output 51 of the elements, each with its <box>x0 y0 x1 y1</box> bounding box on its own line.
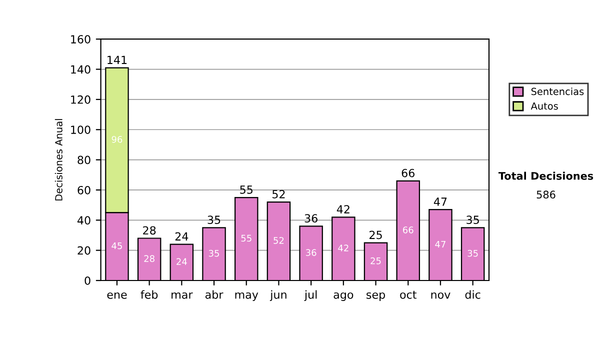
data-label: 45 <box>112 242 122 250</box>
x-tick-label: ago <box>334 292 354 301</box>
y-tick-label: 40 <box>77 216 90 225</box>
x-tick-label: abr <box>205 290 224 299</box>
y-tick-label: 0 <box>84 276 90 285</box>
x-tick-label: mar <box>172 292 193 299</box>
y-axis-title: Decisiones Anual <box>54 119 62 200</box>
total-label: 141 <box>108 56 127 64</box>
y-tick-label: 60 <box>78 186 90 194</box>
total-label: 28 <box>143 226 156 235</box>
y-tick-label: 120 <box>71 95 90 104</box>
x-tick-label: nov <box>431 292 450 299</box>
total-label: 42 <box>336 205 350 214</box>
y-tick-label: 100 <box>71 126 90 134</box>
x-tick-label: jul <box>304 290 317 301</box>
total-label: 24 <box>175 232 188 240</box>
x-tick-label: jun <box>270 290 286 301</box>
data-label: 47 <box>435 240 446 248</box>
x-tick-label: feb <box>140 290 158 299</box>
x-tick-label: oct <box>400 290 416 299</box>
x-tick-label: ene <box>107 292 127 299</box>
total-label: 25 <box>370 230 382 240</box>
legend-label: Autos <box>530 102 558 110</box>
total-label: 35 <box>208 216 220 224</box>
data-label: 25 <box>370 257 381 264</box>
data-label: 28 <box>144 255 154 262</box>
data-label: 96 <box>112 136 122 143</box>
total-label: 36 <box>304 214 318 223</box>
y-tick-label: 140 <box>71 65 90 74</box>
total-label: 66 <box>402 168 414 178</box>
x-tick-label: may <box>235 292 258 301</box>
total-label: 47 <box>434 198 447 206</box>
data-label: 24 <box>176 258 187 265</box>
data-label: 35 <box>208 250 219 257</box>
text: Total Decisiones <box>498 172 594 180</box>
data-label: 36 <box>306 249 316 256</box>
text: 586 <box>536 190 556 199</box>
x-tick-label: dic <box>465 290 480 299</box>
data-label: 52 <box>274 237 284 244</box>
x-tick-label: sep <box>366 292 386 301</box>
total-label: 55 <box>240 186 252 194</box>
legend-label: Sentencias <box>531 88 584 96</box>
data-label: 35 <box>468 250 478 257</box>
data-label: 66 <box>403 226 414 234</box>
total-label: 52 <box>272 190 285 198</box>
y-tick-label: 80 <box>78 156 90 164</box>
data-label: 42 <box>338 244 348 252</box>
total-label: 35 <box>466 216 479 224</box>
y-tick-label: 20 <box>78 246 90 255</box>
y-tick-label: 160 <box>71 35 90 44</box>
data-label: 55 <box>241 234 252 242</box>
